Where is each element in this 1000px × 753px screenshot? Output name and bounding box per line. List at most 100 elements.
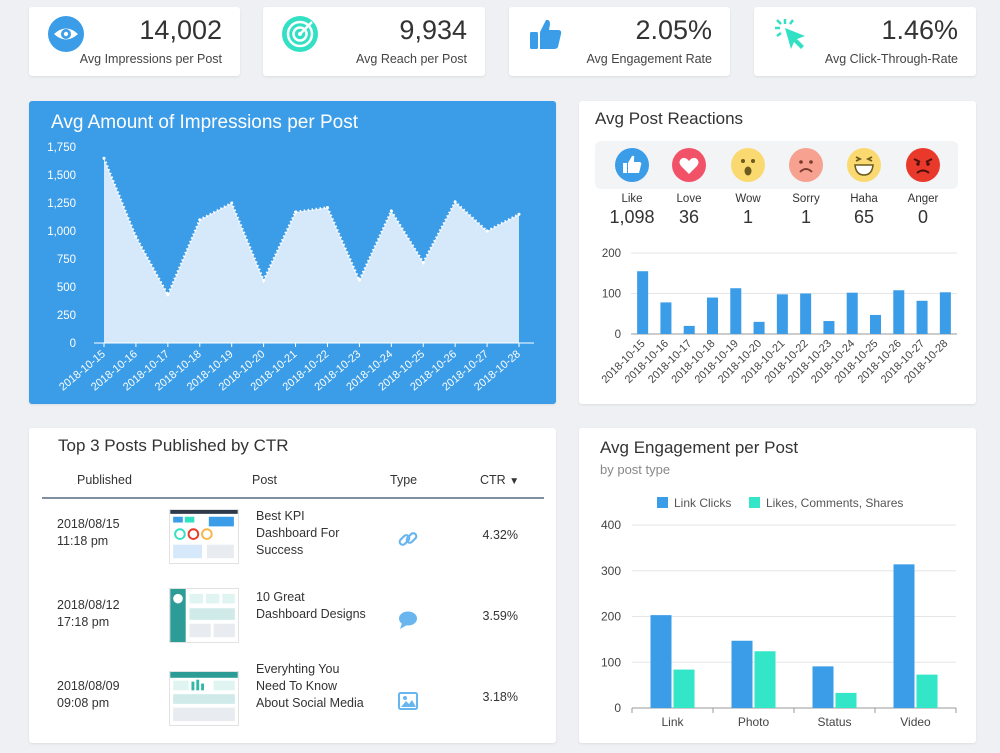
- bar[interactable]: [731, 640, 753, 708]
- bar[interactable]: [823, 321, 835, 334]
- kpi-label: Avg Reach per Post: [356, 52, 467, 66]
- column-header-post[interactable]: Post: [252, 473, 278, 487]
- bar[interactable]: [893, 564, 915, 708]
- post-thumbnail: [169, 671, 239, 726]
- bar[interactable]: [660, 302, 672, 334]
- reaction-label: Anger: [907, 193, 939, 205]
- y-tick-label: 200: [602, 248, 621, 260]
- reaction-count: 1: [800, 207, 811, 227]
- top-posts-table-card: Top 3 Posts Published by CTR Published P…: [29, 428, 556, 743]
- legend-swatch: [657, 497, 668, 508]
- like-icon: [615, 148, 649, 182]
- post-time: 17:18 pm: [57, 615, 110, 629]
- column-header-type[interactable]: Type: [390, 473, 418, 487]
- bar[interactable]: [812, 666, 834, 708]
- chart-subtitle: by post type: [600, 462, 671, 477]
- bar[interactable]: [637, 271, 649, 334]
- column-header-ctr[interactable]: CTR ▼: [480, 473, 519, 487]
- x-tick-label: Status: [817, 715, 851, 729]
- impressions-chart-card: Avg Amount of Impressions per Post 0 250 5…: [29, 101, 556, 404]
- y-tick-label: 0: [614, 701, 621, 715]
- bar[interactable]: [939, 292, 951, 334]
- data-point[interactable]: [389, 209, 393, 213]
- data-point[interactable]: [230, 201, 234, 205]
- bar[interactable]: [730, 288, 742, 334]
- post-ctr: 3.59%: [482, 609, 518, 623]
- link-icon: [398, 532, 418, 546]
- bar[interactable]: [776, 294, 788, 334]
- data-point[interactable]: [325, 205, 329, 209]
- angry-emoji-icon: [906, 148, 940, 182]
- reaction-count: 0: [917, 207, 928, 227]
- kpi-value: 1.46%: [881, 15, 958, 45]
- thumbs-up-icon: [530, 19, 562, 49]
- post-title[interactable]: 10 Great Dashboard Designs: [256, 590, 366, 621]
- data-point[interactable]: [517, 212, 521, 216]
- bar[interactable]: [870, 314, 881, 334]
- data-point[interactable]: [453, 200, 457, 204]
- caret-down-icon: ▼: [509, 476, 520, 487]
- data-point[interactable]: [485, 229, 489, 233]
- post-title[interactable]: Everyhting You Need To Know About Social…: [256, 662, 364, 710]
- legend-swatch: [749, 497, 760, 508]
- y-tick-label: 1,500: [47, 170, 76, 182]
- legend-label: Link Clicks: [674, 496, 731, 510]
- sad-emoji-icon: [789, 148, 823, 182]
- bar[interactable]: [683, 325, 695, 334]
- data-point[interactable]: [166, 293, 170, 297]
- bar[interactable]: [916, 300, 928, 334]
- bar[interactable]: [800, 293, 812, 335]
- post-title[interactable]: Best KPI Dashboard For Success: [256, 509, 340, 557]
- bar[interactable]: [754, 651, 776, 708]
- data-point[interactable]: [262, 278, 266, 282]
- kpi-label: Avg Impressions per Post: [79, 52, 222, 66]
- bar[interactable]: [835, 692, 857, 708]
- column-header-published[interactable]: Published: [77, 473, 132, 487]
- table-row[interactable]: 2018/08/12 17:18 pm 10 Great Dashboard D…: [29, 585, 556, 665]
- y-tick-label: 400: [601, 518, 621, 532]
- engagement-chart-card: Avg Engagement per Post by post type Lin…: [579, 428, 976, 743]
- post-time: 11:18 pm: [57, 534, 109, 548]
- reaction-count: 65: [853, 207, 875, 227]
- engagement-bar-chart: Link Clicks Likes, Comments, Shares 0 100 20…: [601, 496, 957, 729]
- table-row[interactable]: 2018/08/15 11:18 pm Best KPI Dashboard F…: [29, 504, 556, 584]
- reaction-label: Wow: [735, 193, 761, 205]
- y-tick-label: 0: [615, 329, 621, 341]
- data-point[interactable]: [198, 218, 202, 222]
- post-ctr: 4.32%: [482, 528, 518, 542]
- data-point[interactable]: [421, 260, 425, 264]
- bar[interactable]: [650, 615, 672, 708]
- y-tick-label: 750: [57, 254, 76, 266]
- bar[interactable]: [893, 290, 905, 334]
- image-icon: [398, 692, 418, 710]
- post-ctr: 3.18%: [482, 690, 518, 704]
- post-published-date: 2018/08/12 17:18 pm: [57, 597, 120, 631]
- data-point[interactable]: [294, 210, 298, 214]
- kpi-value: 2.05%: [635, 15, 712, 45]
- y-tick-label: 300: [601, 564, 621, 578]
- kpi-label: Avg Engagement Rate: [586, 52, 712, 66]
- y-tick-label: 250: [57, 310, 76, 322]
- legend-label: Likes, Comments, Shares: [766, 496, 903, 510]
- chart-title: Avg Engagement per Post: [600, 438, 799, 457]
- y-tick-label: 1,250: [47, 198, 76, 210]
- bar[interactable]: [707, 297, 718, 334]
- data-point[interactable]: [102, 156, 106, 160]
- post-thumbnail: [169, 509, 239, 564]
- bar[interactable]: [753, 321, 765, 334]
- cursor-click-icon: [775, 19, 805, 49]
- bar[interactable]: [916, 674, 938, 708]
- bar[interactable]: [673, 669, 695, 708]
- data-point[interactable]: [134, 235, 138, 239]
- table-row[interactable]: 2018/08/09 09:08 pm Everyhting You Need …: [29, 662, 556, 746]
- bar[interactable]: [846, 292, 858, 334]
- post-reactions-card: Avg Post Reactions Like 1,098 Love 36 Wow 1 So…: [579, 101, 976, 404]
- data-point[interactable]: [357, 278, 361, 282]
- post-date: 2018/08/12: [57, 598, 120, 612]
- reaction-label: Haha: [850, 193, 878, 205]
- x-tick-label: Photo: [738, 715, 770, 729]
- kpi-card-impressions: 14,002 Avg Impressions per Post: [29, 7, 240, 76]
- chart-title: Avg Amount of Impressions per Post: [51, 112, 358, 133]
- post-date: 2018/08/09: [57, 679, 120, 693]
- reactions-bar-chart: 01002002018-10-152018-10-162018-10-17201…: [599, 248, 957, 386]
